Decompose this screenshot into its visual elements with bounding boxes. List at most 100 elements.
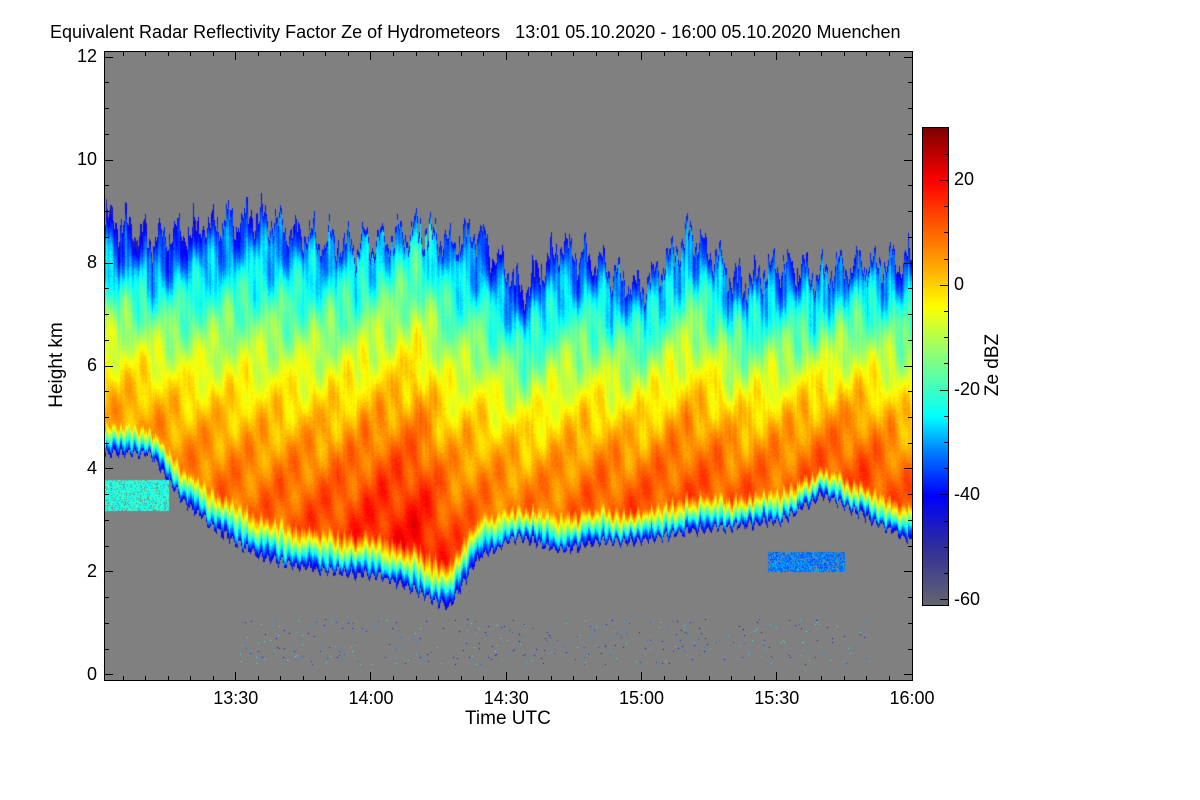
y-minor-tick-right [908,519,912,521]
y-tick [105,571,113,573]
colorbar-tick [940,389,948,391]
y-tick [105,674,113,676]
colorbar-minor-tick [944,310,948,312]
x-minor-tick [550,676,552,680]
x-minor-tick-top [528,52,530,56]
y-tick-right [904,571,912,573]
x-minor-tick [708,676,710,680]
x-minor-tick-top [415,52,417,56]
x-tick-label: 13:30 [213,688,259,708]
x-minor-tick [573,676,575,680]
x-axis-label: Time UTC [465,708,551,729]
x-tick-top [235,52,237,60]
y-tick-right [904,365,912,367]
x-tick-top [776,52,778,60]
colorbar-minor-tick [944,363,948,365]
y-minor-tick-right [908,314,912,316]
x-minor-tick [528,676,530,680]
x-minor-tick-top [347,52,349,56]
x-minor-tick [393,676,395,680]
y-tick [105,468,113,470]
x-minor-tick-top [325,52,327,56]
y-tick-right [904,159,912,161]
x-minor-tick [325,676,327,680]
x-tick-label: 16:00 [889,688,935,708]
y-minor-tick-right [908,545,912,547]
x-minor-tick-top [167,52,169,56]
x-minor-tick-top [731,52,733,56]
y-minor-tick-right [908,133,912,135]
y-tick-label: 8 [86,252,97,273]
colorbar-minor-tick [944,232,948,234]
x-minor-tick-top [212,52,214,56]
x-minor-tick-top [708,52,710,56]
y-minor-tick-right [908,236,912,238]
x-tick-top [370,52,372,60]
y-tick-right [904,262,912,264]
colorbar-tick [940,284,948,286]
y-tick-right [904,468,912,470]
colorbar-minor-tick [944,153,948,155]
x-minor-tick [167,676,169,680]
y-tick [105,159,113,161]
x-minor-tick-top [843,52,845,56]
x-minor-tick [212,676,214,680]
y-minor-tick [105,133,109,135]
x-tick [235,672,237,680]
y-minor-tick-right [908,622,912,624]
colorbar-minor-tick [944,468,948,470]
y-minor-tick [105,494,109,496]
y-minor-tick [105,545,109,547]
y-minor-tick [105,622,109,624]
chart-title: Equivalent Radar Reflectivity Factor Ze … [50,22,901,42]
y-minor-tick-right [908,494,912,496]
y-tick-label: 6 [86,355,97,375]
x-minor-tick [618,676,620,680]
x-minor-tick-top [888,52,890,56]
x-tick-label: 14:30 [483,688,529,708]
x-minor-tick [145,676,147,680]
y-tick [105,56,113,58]
y-tick-label: 10 [76,149,97,170]
x-tick-top [911,52,913,60]
x-minor-tick [843,676,845,680]
y-minor-tick [105,211,109,213]
x-minor-tick [438,676,440,680]
x-minor-tick [866,676,868,680]
colorbar-minor-tick [944,206,948,208]
colorbar [923,128,948,605]
x-minor-tick-top [573,52,575,56]
y-tick [105,365,113,367]
x-minor-tick-top [438,52,440,56]
colorbar-minor-tick [944,337,948,339]
x-minor-tick-top [686,52,688,56]
x-minor-tick [821,676,823,680]
colorbar-tick [940,179,948,181]
x-tick [911,672,913,680]
x-minor-tick [415,676,417,680]
x-tick-top [505,52,507,60]
x-tick-label: 15:30 [754,688,800,708]
x-minor-tick [280,676,282,680]
y-minor-tick [105,82,109,84]
colorbar-minor-tick [944,442,948,443]
x-minor-tick-top [483,52,485,56]
colorbar-tick-label: -20 [954,379,981,400]
y-tick [105,262,113,264]
x-minor-tick [753,676,755,680]
x-minor-tick [257,676,259,680]
x-minor-tick-top [798,52,800,56]
x-minor-tick [888,676,890,680]
y-minor-tick [105,442,109,444]
x-minor-tick-top [550,52,552,56]
x-minor-tick-top [753,52,755,56]
colorbar-minor-tick [944,520,948,522]
x-minor-tick-top [618,52,620,56]
y-minor-tick [105,391,109,393]
x-tick-label: 15:00 [618,688,665,708]
colorbar-tick-label: 0 [954,274,965,295]
x-minor-tick-top [122,52,124,56]
y-minor-tick-right [908,416,912,418]
colorbar-tick [940,494,948,496]
y-tick-label: 12 [76,46,97,67]
